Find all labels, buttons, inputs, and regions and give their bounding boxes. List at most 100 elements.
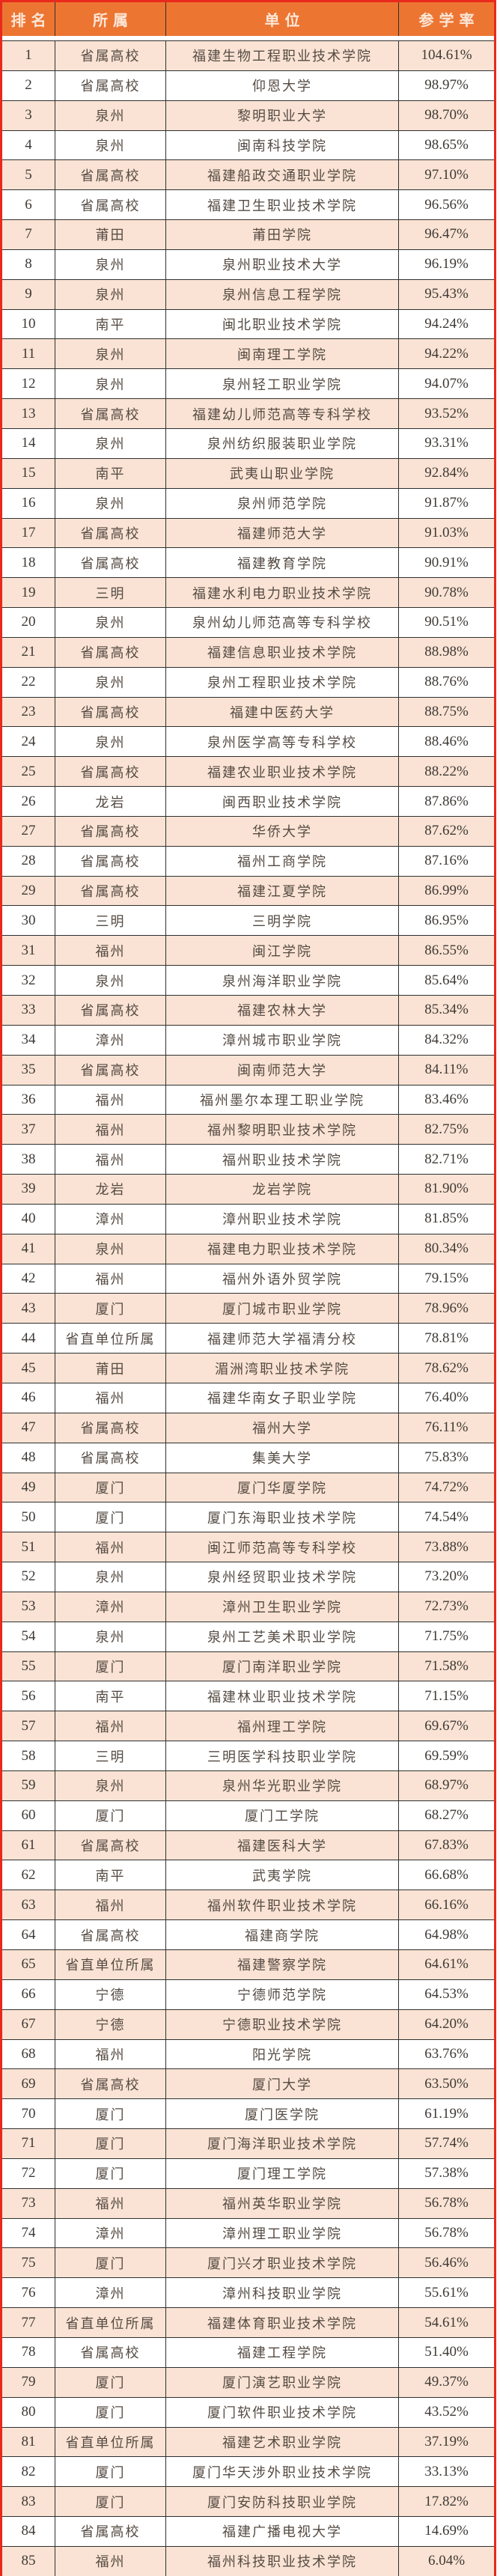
rank-cell: 33 [21,1002,36,1018]
affiliation-cell: 福州 [55,2039,165,2069]
affiliation-cell: 莆田 [55,1354,165,1383]
affiliation-cell: 南平 [55,1681,165,1711]
rate-cell: 64.61% [398,1950,494,1979]
affiliation-cell: 省属高校 [55,1055,165,1085]
rank-cell: 70 [21,2105,36,2122]
affiliation-cell: 厦门 [55,2457,165,2487]
unit-cell: 福建水利电力职业技术学院 [165,578,398,608]
rank-cell: 76 [21,2284,36,2301]
rank-cell: 13 [21,405,36,421]
rank-cell: 9 [25,286,32,302]
rate-cell: 96.56% [398,190,494,220]
unit-cell: 漳州理工职业学院 [165,2218,398,2248]
rate-cell: 81.85% [398,1204,494,1234]
rate-cell: 56.78% [398,2188,494,2218]
unit-cell: 泉州海洋职业学院 [165,966,398,995]
rank-cell: 53 [21,1598,36,1615]
affiliation-cell: 福州 [55,2546,165,2576]
unit-cell: 仰恩大学 [165,70,398,100]
rank-cell: 34 [21,1032,36,1048]
rank-cell: 31 [21,942,36,958]
affiliation-cell: 厦门 [55,2129,165,2158]
unit-cell: 福建工程学院 [165,2337,398,2367]
rate-cell: 84.32% [398,1025,494,1055]
rank-cell: 38 [21,1151,36,1167]
affiliation-cell: 三明 [55,1741,165,1770]
affiliation-cell: 泉州 [55,279,165,309]
affiliation-cell: 福州 [55,1264,165,1294]
unit-cell: 黎明职业大学 [165,100,398,130]
table-row: 25 省属高校 福建农业职业技术学院 88.22% [2,756,494,787]
affiliation-cell: 省属高校 [55,876,165,906]
unit-cell: 福建生物工程职业技术学院 [165,41,398,70]
affiliation-cell: 省属高校 [55,1830,165,1860]
table-row: 4 泉州 闽南科技学院 98.65% [2,130,494,160]
rate-cell: 69.67% [398,1711,494,1741]
unit-cell: 福州黎明职业技术学院 [165,1115,398,1145]
rate-cell: 67.83% [398,1830,494,1860]
unit-cell: 泉州职业技术大学 [165,249,398,279]
affiliation-cell: 福州 [55,2188,165,2218]
rate-cell: 90.78% [398,578,494,608]
rate-cell: 80.34% [398,1234,494,1264]
rate-cell: 71.58% [398,1651,494,1681]
unit-cell: 福建教育学院 [165,548,398,578]
rate-cell: 91.87% [398,488,494,518]
unit-cell: 三明医学科技职业学院 [165,1741,398,1770]
table-row: 12 泉州 泉州轻工职业学院 94.07% [2,368,494,399]
affiliation-cell: 福州 [55,1115,165,1145]
affiliation-cell: 泉州 [55,100,165,130]
rate-cell: 98.70% [398,100,494,130]
rank-cell: 82 [21,2463,36,2479]
rank-cell: 32 [21,972,36,988]
rank-cell: 47 [21,1419,36,1436]
rate-cell: 90.91% [398,548,494,578]
rate-cell: 14.69% [398,2517,494,2546]
rank-cell: 27 [21,823,36,839]
table-row: 50 厦门 厦门东海职业技术学院 74.54% [2,1502,494,1532]
rate-cell: 88.75% [398,697,494,727]
table-row: 15 南平 武夷山职业学院 92.84% [2,457,494,488]
affiliation-cell: 厦门 [55,1473,165,1502]
table-row: 3 泉州 黎明职业大学 98.70% [2,100,494,130]
rate-cell: 96.19% [398,249,494,279]
unit-cell: 泉州幼儿师范高等专科学校 [165,608,398,637]
table-row: 49 厦门 厦门华厦学院 74.72% [2,1472,494,1502]
rank-cell: 59 [21,1777,36,1794]
affiliation-cell: 宁德 [55,1979,165,2009]
unit-cell: 厦门南洋职业学院 [165,1651,398,1681]
unit-cell: 漳州科技职业学院 [165,2278,398,2308]
affiliation-cell: 宁德 [55,2009,165,2039]
rank-cell: 35 [21,1062,36,1078]
table-row: 45 莆田 湄洲湾职业技术学院 78.62% [2,1353,494,1383]
affiliation-cell: 泉州 [55,130,165,160]
rate-cell: 98.97% [398,70,494,100]
rate-cell: 57.74% [398,2129,494,2158]
rate-cell: 75.83% [398,1443,494,1473]
affiliation-cell: 三明 [55,906,165,936]
rank-cell: 75 [21,2254,36,2271]
unit-cell: 福建林业职业技术学院 [165,1681,398,1711]
affiliation-cell: 漳州 [55,2278,165,2308]
unit-cell: 福建幼儿师范高等专科学校 [165,399,398,428]
table-row: 68 福州 阳光学院 63.76% [2,2038,494,2069]
rate-cell: 63.76% [398,2039,494,2069]
table-row: 79 厦门 厦门演艺职业学院 49.37% [2,2366,494,2397]
rank-cell: 43 [21,1300,36,1316]
rate-cell: 55.61% [398,2278,494,2308]
rank-cell: 61 [21,1837,36,1854]
rank-cell: 10 [21,316,36,332]
unit-cell: 宁德师范学院 [165,1979,398,2009]
unit-cell: 福建电力职业技术学院 [165,1234,398,1264]
column-header-unit: 单位 [165,2,398,36]
table-row: 11 泉州 闽南理工学院 94.22% [2,338,494,369]
rank-cell: 62 [21,1866,36,1883]
rank-cell: 1 [25,47,32,64]
affiliation-cell: 福州 [55,1711,165,1741]
unit-cell: 福建师范大学福清分校 [165,1324,398,1354]
rank-cell: 40 [21,1211,36,1227]
unit-cell: 厦门海洋职业技术学院 [165,2129,398,2158]
table-body: 1 省属高校 福建生物工程职业技术学院 104.61% 2 省属高校 仰恩大学 … [2,40,494,2576]
affiliation-cell: 龙岩 [55,1175,165,1204]
rank-cell: 74 [21,2225,36,2241]
